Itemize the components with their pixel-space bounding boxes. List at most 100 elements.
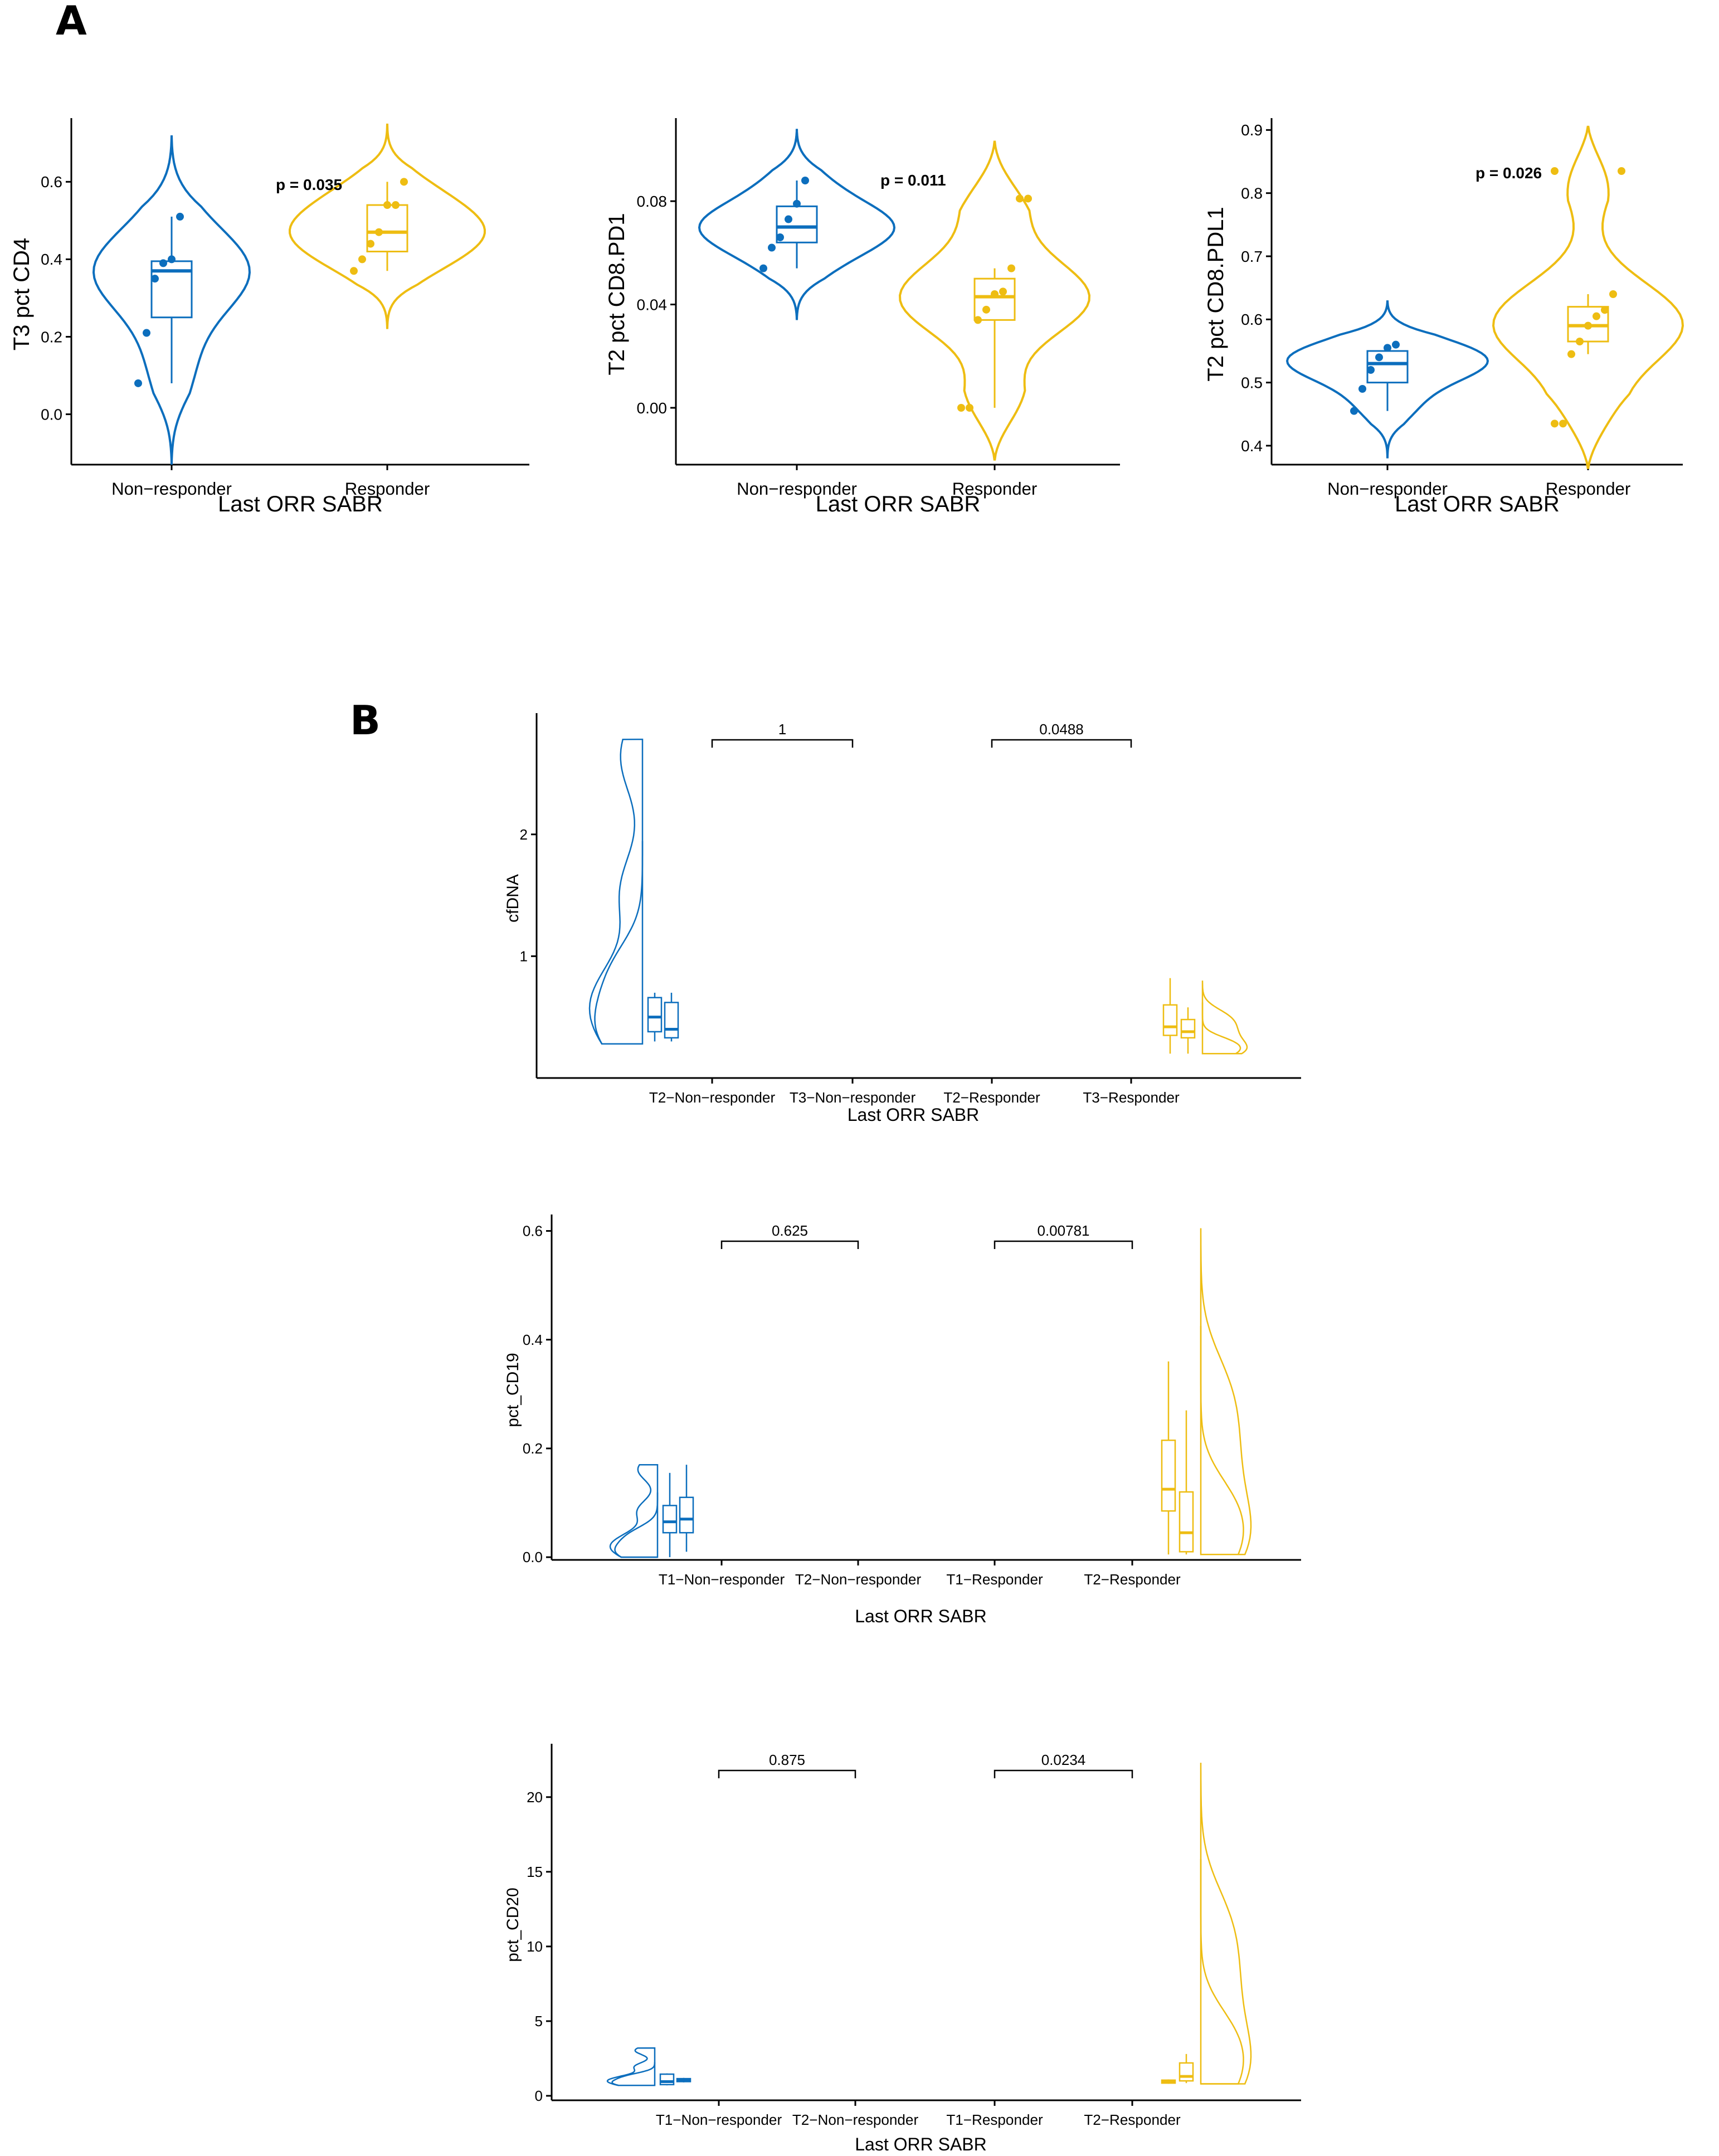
data-point (1024, 194, 1032, 203)
violin-responder (898, 140, 1091, 461)
half-violin-non-responder (606, 2047, 656, 2086)
x-tick-label: Responder (1546, 479, 1631, 499)
y-axis-title: cfDNA (504, 874, 522, 923)
violin-responder (1492, 125, 1684, 469)
data-point (982, 305, 990, 314)
x-tick-label: T2−Responder (1084, 1571, 1181, 1588)
y-tick-label: 0.5 (1241, 374, 1263, 391)
x-tick-label: T1−Responder (946, 2111, 1043, 2128)
y-axis-title: T2 pct CD8.PDL1 (1204, 207, 1228, 381)
x-tick-label: Non−responder (1327, 479, 1448, 499)
panel-label-b: B (350, 697, 381, 744)
comparison-bracket (994, 1769, 1133, 1778)
data-point (1551, 420, 1559, 428)
y-tick-label: 0.4 (41, 251, 62, 268)
y-axis-title: pct_CD20 (504, 1887, 522, 1962)
y-tick-label: 0.7 (1241, 248, 1263, 265)
comparison-label: 1 (778, 721, 786, 738)
y-tick-label: 0 (535, 2087, 543, 2104)
y-tick-label: 0.00 (637, 399, 668, 417)
comparison-label: 0.625 (772, 1222, 808, 1239)
data-point (999, 287, 1007, 296)
y-tick-label: 0.0 (41, 406, 62, 423)
half-violin-responder (1200, 1228, 1252, 1555)
x-axis-title: Last ORR SABR (855, 2134, 987, 2154)
box-iqr (1162, 1004, 1178, 1036)
x-tick-label: T1−Non−responder (656, 2111, 782, 2128)
data-point (991, 290, 999, 298)
data-point (966, 404, 973, 412)
x-tick-label: T3−Responder (1083, 1089, 1180, 1106)
violin-nonresponder (92, 135, 251, 465)
y-tick-label: 10 (527, 1938, 543, 1955)
half-violin-responder (1201, 981, 1248, 1055)
data-point (801, 177, 809, 184)
comparison-label: 0.0488 (1039, 721, 1084, 738)
data-point (1567, 350, 1575, 358)
data-point (1350, 407, 1358, 415)
data-point (1016, 194, 1024, 203)
comparison-bracket (711, 739, 854, 748)
box-iqr (1161, 1440, 1176, 1512)
y-tick-label: 0.6 (1241, 311, 1263, 328)
y-axis-title: T3 pct CD4 (9, 238, 34, 350)
x-tick-label: T2−Non−responder (795, 1571, 922, 1588)
half-violin-responder-inner (1200, 1326, 1244, 1555)
data-point (358, 255, 366, 264)
data-point (1007, 264, 1015, 272)
box-iqr (647, 997, 663, 1033)
x-tick-label: T2−Responder (943, 1089, 1040, 1106)
y-tick-label: 0.08 (637, 193, 668, 210)
y-tick-label: 0.6 (41, 173, 62, 191)
half-violin-responder (1200, 1763, 1252, 2085)
x-tick-label: T3−Non−responder (790, 1089, 916, 1106)
y-tick-label: 1 (520, 948, 528, 964)
box-iqr (973, 277, 1016, 321)
data-point (168, 255, 176, 264)
y-tick-label: 0.4 (523, 1331, 543, 1348)
data-point (776, 233, 784, 241)
box-iqr (659, 2073, 675, 2086)
x-axis-title: Last ORR SABR (816, 492, 981, 516)
data-point (759, 264, 767, 272)
x-axis-title: Last ORR SABR (848, 1105, 980, 1125)
y-tick-label: 0.6 (523, 1223, 543, 1240)
data-point (176, 212, 184, 221)
y-axis-title: T2 pct CD8.PD1 (605, 213, 629, 375)
half-violin-non-responder (588, 738, 644, 1045)
data-point (1609, 290, 1617, 298)
violin-nonresponder (1285, 300, 1489, 458)
data-point (375, 228, 383, 236)
y-tick-label: 15 (527, 1864, 543, 1880)
data-point (151, 275, 159, 283)
x-tick-label: T1−Non−responder (659, 1571, 785, 1588)
data-point (957, 404, 965, 412)
y-tick-label: 20 (527, 1789, 543, 1806)
y-tick-label: 0.0 (523, 1549, 543, 1565)
half-violin-non-responder-inner (611, 2062, 656, 2086)
y-tick-label: 0.8 (1241, 184, 1263, 202)
data-point (350, 267, 358, 275)
half-violin-non-responder-inner (594, 841, 644, 1045)
half-violin-non-responder-inner (614, 1492, 659, 1558)
x-tick-label: T1−Responder (946, 1571, 1043, 1588)
data-point (400, 178, 408, 186)
data-point (1392, 340, 1400, 349)
data-point (785, 215, 792, 223)
half-violin-responder-inner (1200, 1859, 1244, 2085)
x-tick-label: Responder (345, 479, 430, 499)
data-point (768, 243, 776, 252)
data-point (1584, 321, 1592, 330)
data-point (134, 379, 142, 387)
box-iqr (1179, 1491, 1194, 1553)
comparison-label: 0.875 (769, 1752, 805, 1768)
x-tick-label: Non−responder (737, 479, 857, 499)
panel-label-a: A (56, 0, 87, 44)
comparison-bracket (720, 1240, 859, 1249)
x-tick-label: T2−Non−responder (792, 2111, 919, 2128)
x-tick-label: Responder (952, 479, 1038, 499)
box-iqr (679, 1496, 694, 1534)
violin-nonresponder (698, 129, 896, 320)
comparison-bracket (991, 739, 1132, 748)
